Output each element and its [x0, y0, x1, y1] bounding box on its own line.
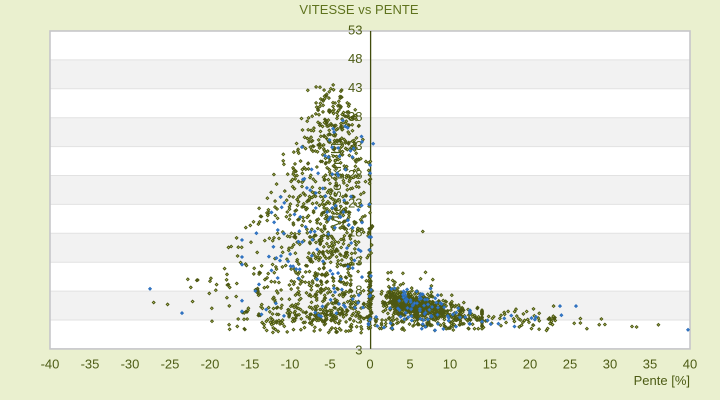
svg-text:48: 48: [348, 51, 362, 66]
svg-text:-15: -15: [241, 356, 260, 371]
svg-text:35: 35: [643, 356, 657, 371]
svg-text:0: 0: [366, 356, 373, 371]
svg-text:8: 8: [355, 282, 362, 297]
svg-text:15: 15: [483, 356, 497, 371]
svg-text:VITESSE vs PENTE: VITESSE vs PENTE: [299, 2, 419, 17]
svg-text:53: 53: [348, 22, 362, 37]
svg-text:25: 25: [563, 356, 577, 371]
svg-text:-30: -30: [121, 356, 140, 371]
svg-text:-10: -10: [281, 356, 300, 371]
svg-text:-20: -20: [201, 356, 220, 371]
svg-text:5: 5: [406, 356, 413, 371]
svg-text:-40: -40: [41, 356, 60, 371]
svg-text:30: 30: [603, 356, 617, 371]
svg-text:3: 3: [355, 342, 362, 357]
svg-text:10: 10: [443, 356, 457, 371]
svg-text:-25: -25: [161, 356, 180, 371]
svg-text:-5: -5: [324, 356, 336, 371]
svg-text:-35: -35: [81, 356, 100, 371]
svg-text:Pente [%]: Pente [%]: [634, 373, 690, 388]
svg-text:43: 43: [348, 80, 362, 95]
svg-text:20: 20: [523, 356, 537, 371]
svg-text:40: 40: [683, 356, 697, 371]
